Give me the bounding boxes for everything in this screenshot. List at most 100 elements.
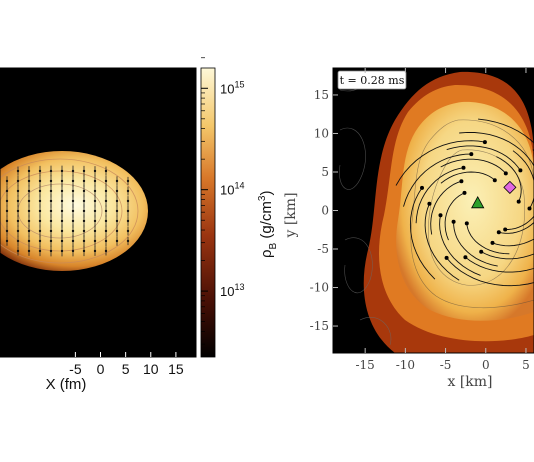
green-triangle-marker [471,195,485,209]
colorbar-tick-label: 1015 [220,79,244,96]
velocity-vector-head [49,169,53,173]
velocity-vector-head [115,209,119,213]
velocity-vector-head [38,189,42,193]
velocity-vector-head [60,189,64,193]
velocity-vector-head [93,219,97,223]
velocity-vector-head [16,219,20,223]
tracer-dot [518,168,523,173]
streamline [453,221,498,267]
velocity-vector-head [60,229,64,233]
tracer-dot [438,213,443,218]
velocity-vector-head [16,169,20,173]
velocity-vector-head [93,239,97,243]
right-y-tick-label: -15 [310,319,329,333]
tracer-dot [527,206,532,211]
velocity-vector-head [71,249,75,253]
left-x-axis-ticks: -5 0 5 10 15 [69,352,184,377]
streamline [439,215,481,276]
velocity-vector-head [126,209,130,213]
velocity-vector-head [38,239,42,243]
velocity-vector-head [27,229,31,233]
velocity-vector-head [16,209,20,213]
streamline [492,238,534,247]
tracer-dot [469,152,474,157]
velocity-vector-head [38,179,42,183]
velocity-vector-head [126,239,130,243]
tracer-dot [420,185,424,190]
velocity-vector-head [126,219,130,223]
velocity-vector-head [71,219,75,223]
velocity-vector-head [104,219,108,223]
velocity-vector-head [82,219,86,223]
velocity-vector-head [49,209,53,213]
velocity-vector-head [71,169,75,173]
velocity-vector-head [115,179,119,183]
velocity-vector-head [5,239,9,243]
velocity-vector-head [104,169,108,173]
right-x-tick-label: -5 [440,358,452,372]
left-x-tick-label: 15 [168,361,184,377]
right-x-tick-label: 5 [522,358,530,372]
left-x-tick-label: 10 [143,361,159,377]
velocity-vector-head [49,239,53,243]
right-y-tick-label: 15 [314,88,329,102]
velocity-vector-head [82,249,86,253]
tracer-dot [479,249,484,254]
tracer-dot [463,255,468,260]
velocity-vector-head [82,179,86,183]
tracer-particles [420,140,532,260]
right-y-axis-ticks: 15 10 5 0 -5 -10 -15 [310,88,338,333]
streamline [424,203,460,281]
tracer-dot [464,221,469,226]
velocity-vector-head [5,199,9,203]
left-x-axis-label: X (fm) [46,376,87,393]
right-x-tick-label: 0 [482,358,490,372]
tracer-dot [516,199,521,204]
colorbar-tick-label: 1013 [220,282,244,299]
tracer-dot [490,240,495,245]
streamline [498,221,534,234]
left-x-tick-label: 0 [97,361,105,377]
velocity-vector-head [60,219,64,223]
velocity-vector-head [71,179,75,183]
velocity-vector-head [27,239,31,243]
left-panel: -5 0 5 10 15 X (fm) [0,67,197,393]
star-contour-2 [428,149,525,286]
velocity-vector-head [5,179,9,183]
velocity-vector-head [38,219,42,223]
velocity-vector-head [115,229,119,233]
right-x-tick-label: -10 [396,358,415,372]
streamline [446,145,521,171]
velocity-vector-head [16,199,20,203]
velocity-vector-head [71,229,75,233]
streamline [415,167,464,224]
velocity-vector-head [104,229,108,233]
velocity-vector-head [82,239,86,243]
colorbar-ticks: 1015 1014 1013 [201,57,244,345]
velocity-vector-head [49,179,53,183]
velocity-vector-head [60,209,64,213]
velocity-vector-head [49,189,53,193]
right-y-axis-label: y [km] [283,192,299,238]
velocity-vector-head [104,209,108,213]
velocity-vector-head [93,169,97,173]
velocity-vector-head [27,189,31,193]
streamline [430,180,462,235]
velocity-vector-head [27,199,31,203]
velocity-vector-head [93,209,97,213]
velocity-vector-head [93,189,97,193]
right-y-tick-label: -10 [310,281,329,295]
velocity-vector-head [71,199,75,203]
velocity-vector-head [115,189,119,193]
velocity-vector-head [5,219,9,223]
left-x-tick-label: -5 [69,361,82,377]
right-y-tick-label: 0 [321,204,329,218]
velocity-vector-head [27,169,31,173]
velocity-vector-head [126,179,130,183]
right-x-tick-label: -15 [355,358,374,372]
velocity-vector-head [16,179,20,183]
streamline [465,256,534,273]
velocity-vector-head [104,199,108,203]
tracer-streamlines [395,118,534,287]
velocity-vector-head [104,179,108,183]
